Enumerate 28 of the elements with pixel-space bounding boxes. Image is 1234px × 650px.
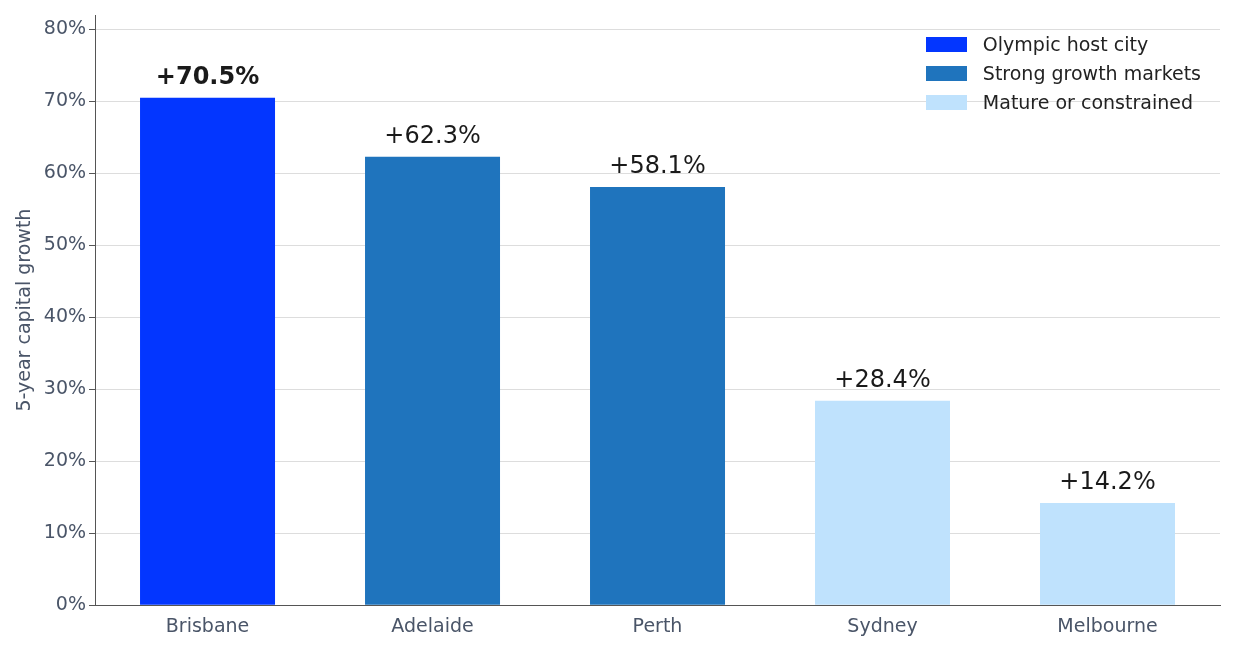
y-tick-label: 20%	[43, 448, 87, 471]
y-tick-label: 40%	[43, 304, 87, 327]
data-label: +70.5%	[155, 62, 260, 91]
legend-label: Strong growth markets	[982, 62, 1201, 84]
bar	[590, 187, 726, 605]
y-axis-title: 5-year capital growth	[12, 208, 35, 412]
y-tick-label: 10%	[43, 520, 87, 543]
x-tick-label: Adelaide	[391, 613, 474, 636]
data-label: +28.4%	[834, 365, 931, 394]
y-tick-label: 70%	[43, 88, 87, 111]
x-tick-label: Melbourne	[1057, 613, 1158, 636]
x-tick-label: Brisbane	[165, 613, 250, 636]
data-label: +14.2%	[1059, 467, 1156, 496]
data-label: +58.1%	[609, 151, 706, 180]
x-tick-label: Perth	[632, 613, 683, 636]
bar	[140, 97, 276, 605]
data-label: +62.3%	[384, 121, 481, 150]
bar	[815, 400, 951, 605]
y-tick-label: 60%	[43, 160, 87, 183]
x-tick-label: Sydney	[847, 613, 918, 636]
bar	[365, 156, 501, 605]
bar	[1040, 503, 1175, 605]
legend-label: Mature or constrained	[982, 91, 1193, 113]
y-tick-label: 80%	[43, 16, 87, 39]
y-tick-label: 30%	[43, 376, 87, 399]
legend-label: Olympic host city	[982, 33, 1149, 55]
y-tick-label: 50%	[43, 232, 87, 255]
y-tick-label: 0%	[55, 592, 87, 615]
